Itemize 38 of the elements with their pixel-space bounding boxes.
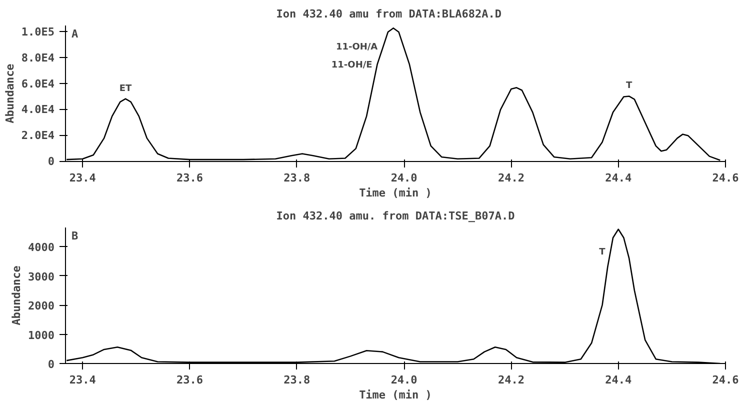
x-tick-label: 24.0 — [390, 172, 418, 184]
x-tick-label: 23.4 — [69, 374, 96, 386]
x-axis-title: Time (min ) — [359, 186, 432, 200]
x-tick-label: 23.6 — [176, 172, 204, 184]
y-tick-label: 0 — [48, 358, 54, 371]
y-tick-label: 8.0E4 — [21, 51, 55, 64]
y-tick-label: 4.0E4 — [21, 103, 55, 116]
x-tick-label: 24.4 — [605, 374, 632, 386]
x-tick-label: 23.6 — [176, 374, 204, 386]
y-axis-title: Abundance — [10, 265, 24, 326]
y-axis-title: Abundance — [3, 63, 16, 124]
y-tick-label: 3000 — [28, 270, 55, 284]
y-tick-label: 0 — [48, 155, 54, 168]
x-tick-label: 23.8 — [284, 172, 310, 184]
x-tick-label: 24.6 — [712, 172, 740, 184]
x-tick-label: 24.2 — [498, 172, 524, 184]
annotation: B — [72, 230, 78, 242]
y-tick-label: 1000 — [28, 328, 55, 342]
x-tick-label: 24.4 — [605, 172, 632, 184]
y-tick-label: 4000 — [28, 241, 55, 254]
annotation: T — [626, 81, 633, 92]
x-tick-label: 24.6 — [712, 374, 740, 386]
annotation: 11-OH/E — [331, 60, 372, 71]
annotation: ET — [119, 84, 133, 94]
y-tick-label: 2.0E4 — [21, 129, 55, 142]
annotation: A — [72, 28, 78, 40]
x-tick-label: 24.0 — [390, 374, 418, 386]
chart-title: Ion 432.40 amu from DATA:BLA682A.D — [276, 8, 502, 20]
y-tick-label: 2000 — [28, 300, 55, 313]
annotation: 11-OH/A — [336, 42, 378, 53]
y-tick-label: 6.0E4 — [21, 77, 55, 90]
chart-title: Ion 432.40 amu. from DATA:TSE_B07A.D — [276, 210, 516, 222]
x-tick-label: 23.4 — [69, 172, 96, 184]
x-tick-label: 24.2 — [498, 374, 524, 386]
annotation: T — [599, 247, 606, 258]
x-tick-label: 23.8 — [284, 374, 310, 386]
x-axis-title: Time (min ) — [359, 388, 432, 402]
y-tick-label: 1.0E5 — [21, 25, 55, 38]
